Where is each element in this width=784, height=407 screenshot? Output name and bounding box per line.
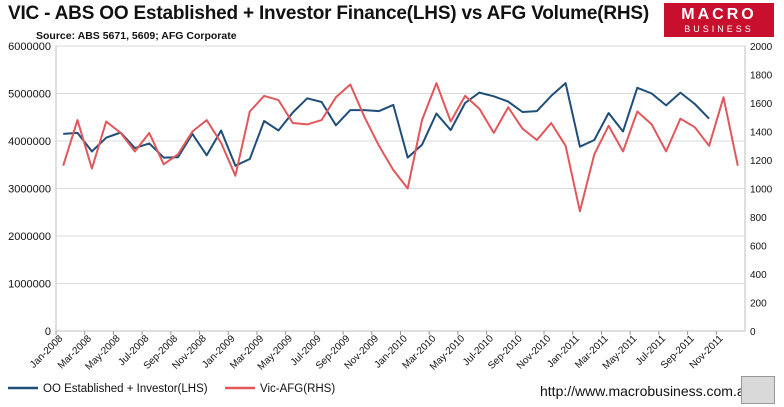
- left-tick-label: 6000000: [8, 41, 51, 53]
- logo-line2: BUSINESS: [684, 24, 754, 34]
- gridlines: [56, 45, 745, 284]
- wolf-badge-image: [741, 376, 775, 404]
- right-axis-ticks: 0 200 400 600 800 1000 1200 1400 1600 1800 2000: [750, 42, 773, 338]
- right-tick-label: 1200: [750, 156, 773, 167]
- legend-label: Vic-AFG(RHS): [260, 383, 335, 395]
- legend-label: OO Established + Investor(LHS): [43, 383, 208, 395]
- macrobusiness-logo: MACRO BUSINESS: [664, 3, 774, 37]
- footer-url[interactable]: http://www.macrobusiness.com.au: [540, 383, 753, 399]
- left-tick-label: 0: [45, 326, 51, 338]
- series-lines: [62, 82, 739, 213]
- left-tick-label: 1000000: [8, 279, 51, 291]
- left-tick-label: 2000000: [8, 231, 51, 243]
- chart-source: Source: ABS 5671, 5609; AFG Corporate: [36, 30, 237, 42]
- chart-title: VIC - ABS OO Established + Investor Fina…: [8, 3, 649, 24]
- left-tick-label: 5000000: [8, 89, 51, 101]
- left-tick-label: 4000000: [8, 136, 51, 148]
- right-tick-label: 600: [750, 242, 767, 253]
- left-tick-label: 3000000: [8, 184, 51, 196]
- left-axis-ticks: 0 1000000 2000000 3000000 4000000 5000000 6000…: [8, 41, 51, 338]
- series-line-oo-investor: [63, 82, 710, 167]
- logo-line1: MACRO: [681, 6, 757, 23]
- right-tick-label: 2000: [750, 42, 773, 53]
- right-tick-label: 800: [750, 213, 767, 224]
- right-tick-label: 1400: [750, 128, 773, 139]
- legend: OO Established + Investor(LHS) Vic-AFG(RH…: [8, 383, 335, 395]
- right-tick-label: 1800: [750, 71, 773, 82]
- right-tick-label: 200: [750, 299, 767, 310]
- x-axis-ticks: Jan-2008Mar-2008May-2008Jul-2008Sep-2008…: [28, 331, 726, 373]
- series-line-vic-afg: [62, 82, 739, 213]
- right-tick-label: 1600: [750, 99, 773, 110]
- right-tick-label: 1000: [750, 185, 773, 196]
- right-tick-label: 0: [750, 327, 756, 338]
- right-tick-label: 400: [750, 270, 767, 281]
